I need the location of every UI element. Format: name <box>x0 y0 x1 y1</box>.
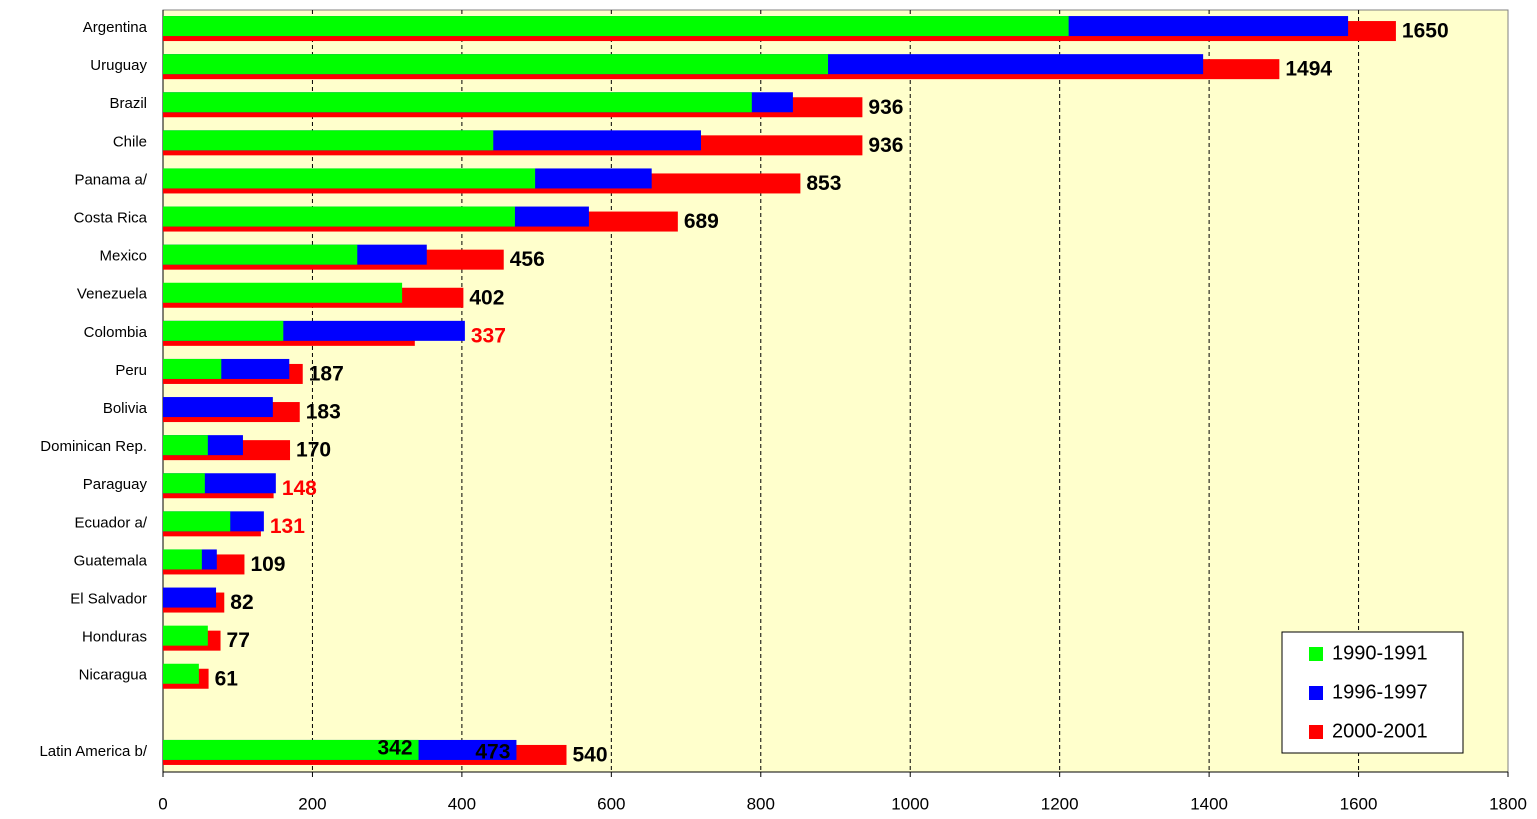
bar <box>163 663 199 684</box>
bar <box>163 244 358 265</box>
y-tick-label: Colombia <box>84 324 148 341</box>
data-label: 109 <box>250 553 285 576</box>
y-tick-label: Chile <box>113 133 147 150</box>
bar <box>163 130 494 151</box>
data-label: 540 <box>573 743 608 766</box>
bar <box>163 206 515 227</box>
y-tick-label: Costa Rica <box>74 210 148 227</box>
y-tick-label: Uruguay <box>90 57 147 74</box>
bar <box>163 625 208 646</box>
x-tick-label: 1000 <box>891 794 929 813</box>
bar <box>163 282 403 303</box>
y-tick-label: Honduras <box>82 629 147 646</box>
x-tick-label: 1200 <box>1041 794 1079 813</box>
y-tick-label: Guatemala <box>74 552 148 569</box>
y-tick-label: Dominican Rep. <box>40 438 147 455</box>
y-tick-label: Venezuela <box>77 286 148 303</box>
bar <box>163 549 202 570</box>
x-tick-label: 0 <box>158 794 167 813</box>
x-tick-label: 1400 <box>1190 794 1228 813</box>
data-label: 187 <box>309 362 344 385</box>
y-tick-label: El Salvador <box>70 591 147 608</box>
y-tick-label: Latin America b/ <box>39 743 147 760</box>
legend-label: 1996-1997 <box>1332 681 1428 703</box>
data-label: 170 <box>296 439 331 462</box>
bar <box>163 473 205 494</box>
x-tick-label: 400 <box>448 794 476 813</box>
legend-swatch <box>1309 647 1323 661</box>
data-label: 402 <box>469 286 504 309</box>
bar <box>163 397 273 418</box>
data-label: 183 <box>306 401 341 424</box>
legend-swatch <box>1309 686 1323 700</box>
legend-label: 1990-1991 <box>1332 642 1428 664</box>
x-tick-label: 600 <box>597 794 625 813</box>
data-label: 456 <box>510 248 545 271</box>
bar <box>163 320 284 341</box>
data-label: 853 <box>806 172 841 195</box>
bar <box>163 168 536 189</box>
x-tick-label: 800 <box>747 794 775 813</box>
legend-swatch <box>1309 725 1323 739</box>
data-label: 689 <box>684 210 719 233</box>
data-label: 936 <box>868 134 903 157</box>
data-label: 61 <box>215 667 239 690</box>
bar <box>163 358 222 379</box>
y-tick-label: Paraguay <box>83 476 148 493</box>
y-tick-label: Mexico <box>99 248 147 265</box>
x-tick-label: 1800 <box>1489 794 1527 813</box>
data-label: 936 <box>868 96 903 119</box>
data-label: 82 <box>230 591 253 614</box>
legend-label: 2000-2001 <box>1332 720 1428 742</box>
bar <box>163 511 231 532</box>
y-tick-label: Brazil <box>109 95 147 112</box>
data-label: 148 <box>282 477 317 500</box>
y-tick-label: Peru <box>115 362 147 379</box>
data-label: 77 <box>227 629 250 652</box>
y-tick-label: Ecuador a/ <box>74 514 147 531</box>
bar <box>163 739 419 760</box>
bar <box>163 587 217 608</box>
x-tick-label: 1600 <box>1340 794 1378 813</box>
y-tick-label: Argentina <box>83 19 148 36</box>
data-label: 337 <box>471 324 506 347</box>
bar <box>163 435 208 456</box>
y-tick-label: Nicaragua <box>79 667 148 684</box>
bar <box>163 16 1069 37</box>
bar <box>163 54 829 75</box>
data-label: 342 <box>378 736 413 759</box>
data-label: 131 <box>270 515 305 538</box>
data-label: 473 <box>475 740 510 763</box>
x-tick-label: 200 <box>298 794 326 813</box>
y-tick-label: Panama a/ <box>74 171 147 188</box>
data-label: 1650 <box>1402 20 1449 43</box>
y-tick-label: Bolivia <box>103 400 148 417</box>
data-label: 1494 <box>1285 58 1332 81</box>
bar <box>163 92 752 113</box>
